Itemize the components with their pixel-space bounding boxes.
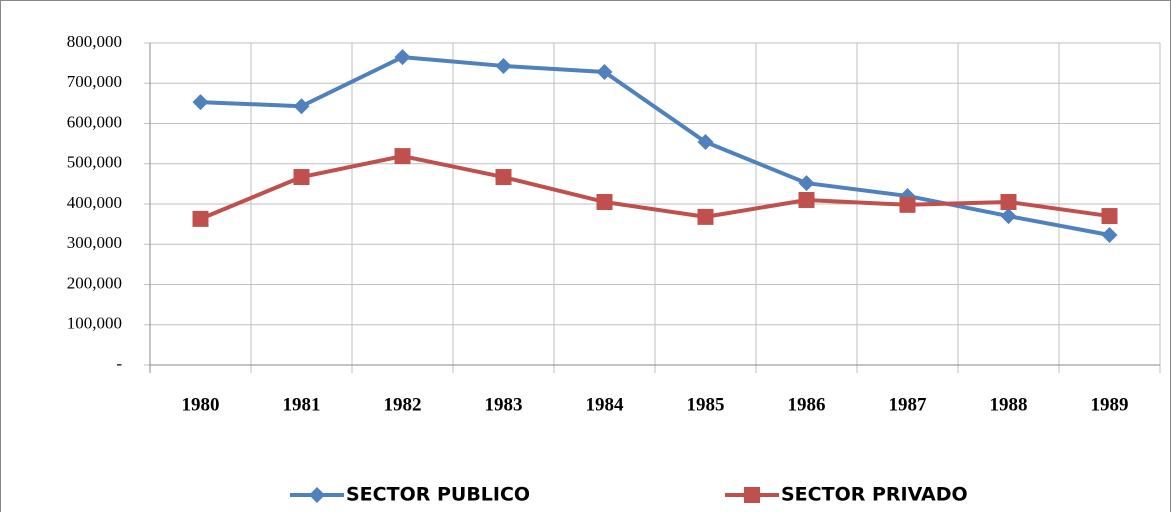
data-point xyxy=(798,191,815,208)
series-line xyxy=(200,55,1110,237)
x-tick-label: 1987 xyxy=(889,394,928,415)
legend-label: SECTOR PUBLICO xyxy=(346,484,530,506)
data-point xyxy=(192,94,209,111)
data-point xyxy=(1000,208,1017,225)
x-tick-label: 1982 xyxy=(384,394,422,415)
data-point xyxy=(1000,193,1017,210)
data-point xyxy=(1101,226,1118,243)
y-tick-label: 500,000 xyxy=(67,153,122,172)
y-tick-label: 200,000 xyxy=(67,273,122,292)
data-point xyxy=(192,210,209,227)
data-point xyxy=(1101,208,1118,225)
series-line xyxy=(199,154,1110,221)
data-point xyxy=(394,49,411,66)
x-tick-label: 1981 xyxy=(283,394,321,415)
data-point xyxy=(495,57,512,74)
data-point xyxy=(899,196,916,213)
x-tick-label: 1989 xyxy=(1091,394,1129,415)
data-point xyxy=(293,169,310,186)
data-point xyxy=(798,175,815,192)
x-tick-label: 1984 xyxy=(586,394,625,415)
legend-marker xyxy=(309,487,325,503)
x-tick-label: 1980 xyxy=(182,394,220,415)
data-point xyxy=(697,208,714,225)
data-point xyxy=(596,193,613,210)
x-tick-label: 1985 xyxy=(687,394,725,415)
y-tick-label: - xyxy=(116,354,122,373)
legend-label: SECTOR PRIVADO xyxy=(781,484,968,506)
data-point xyxy=(293,98,310,115)
legend-marker xyxy=(744,487,760,503)
y-tick-label: 700,000 xyxy=(67,72,122,91)
y-tick-label: 100,000 xyxy=(67,314,122,333)
data-point xyxy=(697,134,714,151)
data-point xyxy=(596,63,613,80)
x-tick-label: 1986 xyxy=(788,394,826,415)
y-tick-label: 800,000 xyxy=(67,32,122,51)
data-point xyxy=(495,169,512,186)
x-tick-label: 1983 xyxy=(485,394,523,415)
y-tick-label: 600,000 xyxy=(67,112,122,131)
y-tick-label: 400,000 xyxy=(67,193,122,212)
data-point xyxy=(394,148,411,165)
x-tick-label: 1988 xyxy=(990,394,1028,415)
y-tick-label: 300,000 xyxy=(67,233,122,252)
